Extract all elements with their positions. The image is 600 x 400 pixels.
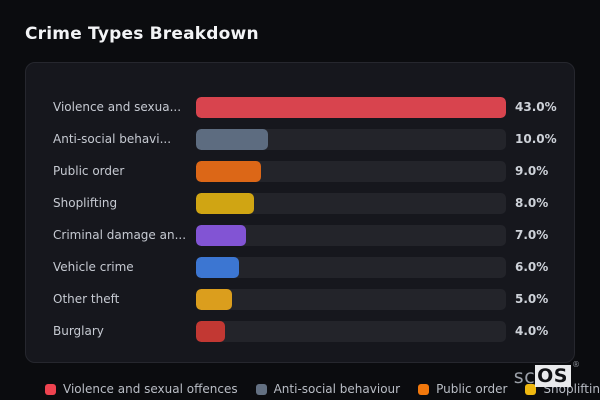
registered-trademark-icon: ® — [572, 360, 580, 369]
watermark-logo: OS — [535, 365, 571, 387]
bar-row: Burglary 4.0% — [53, 315, 564, 347]
value-label: 9.0% — [515, 164, 549, 178]
bar-row: Shoplifting 8.0% — [53, 187, 564, 219]
legend-swatch-icon — [45, 383, 56, 395]
legend-item[interactable]: Violence and sexual offences — [45, 382, 238, 396]
page-title: Crime Types Breakdown — [25, 24, 259, 44]
watermark-prefix: sc — [513, 366, 536, 388]
bar-track — [196, 224, 506, 246]
legend-item-label: Violence and sexual offences — [63, 382, 238, 396]
bar-segment[interactable] — [196, 128, 269, 150]
legend-swatch-icon — [525, 383, 537, 395]
legend-swatch-icon — [418, 383, 430, 395]
bar-segment[interactable] — [196, 96, 506, 118]
category-label: Violence and sexua... — [53, 100, 182, 114]
value-label: 43.0% — [515, 100, 557, 114]
category-label: Public order — [53, 164, 125, 178]
bar-row: Criminal damage an... 7.0% — [53, 219, 564, 251]
legend-item[interactable]: Public order — [418, 382, 507, 396]
bar-track — [196, 288, 506, 310]
bar-track — [196, 320, 506, 342]
category-label: Shoplifting — [53, 196, 118, 210]
value-label: 6.0% — [515, 260, 549, 274]
scos-watermark: sc OS ® — [513, 361, 580, 388]
value-label: 7.0% — [515, 228, 549, 242]
category-label: Anti-social behavi... — [53, 132, 172, 146]
bar-chart: Violence and sexua... 43.0% Anti-social … — [53, 91, 564, 347]
value-label: 10.0% — [515, 132, 557, 146]
bar-segment[interactable] — [196, 256, 240, 278]
bar-row: Violence and sexua... 43.0% — [53, 91, 564, 123]
value-label: 5.0% — [515, 292, 549, 306]
bar-segment[interactable] — [196, 288, 233, 310]
bar-row: Anti-social behavi... 10.0% — [53, 123, 564, 155]
bar-row: Public order 9.0% — [53, 155, 564, 187]
bar-row: Vehicle crime 6.0% — [53, 251, 564, 283]
value-label: 8.0% — [515, 196, 549, 210]
bar-segment[interactable] — [196, 320, 225, 342]
bar-track — [196, 128, 506, 150]
category-label: Vehicle crime — [53, 260, 134, 274]
bar-segment[interactable] — [196, 160, 261, 182]
bar-row: Other theft 5.0% — [53, 283, 564, 315]
bar-track — [196, 192, 506, 214]
bar-segment[interactable] — [196, 224, 247, 246]
legend-swatch-icon — [255, 383, 267, 395]
bar-track — [196, 160, 506, 182]
chart-legend: Violence and sexual offences Anti-social… — [45, 382, 600, 396]
chart-panel: Violence and sexua... 43.0% Anti-social … — [25, 62, 575, 363]
bar-track — [196, 96, 506, 118]
legend-item-label: Anti-social behaviour — [273, 382, 401, 396]
legend-item-label: Public order — [436, 382, 508, 396]
category-label: Criminal damage an... — [53, 228, 187, 242]
legend-item[interactable]: Anti-social behaviour — [255, 382, 401, 396]
value-label: 4.0% — [515, 324, 549, 338]
category-label: Other theft — [53, 292, 120, 306]
bar-segment[interactable] — [196, 192, 254, 214]
bar-track — [196, 256, 506, 278]
category-label: Burglary — [53, 324, 104, 338]
